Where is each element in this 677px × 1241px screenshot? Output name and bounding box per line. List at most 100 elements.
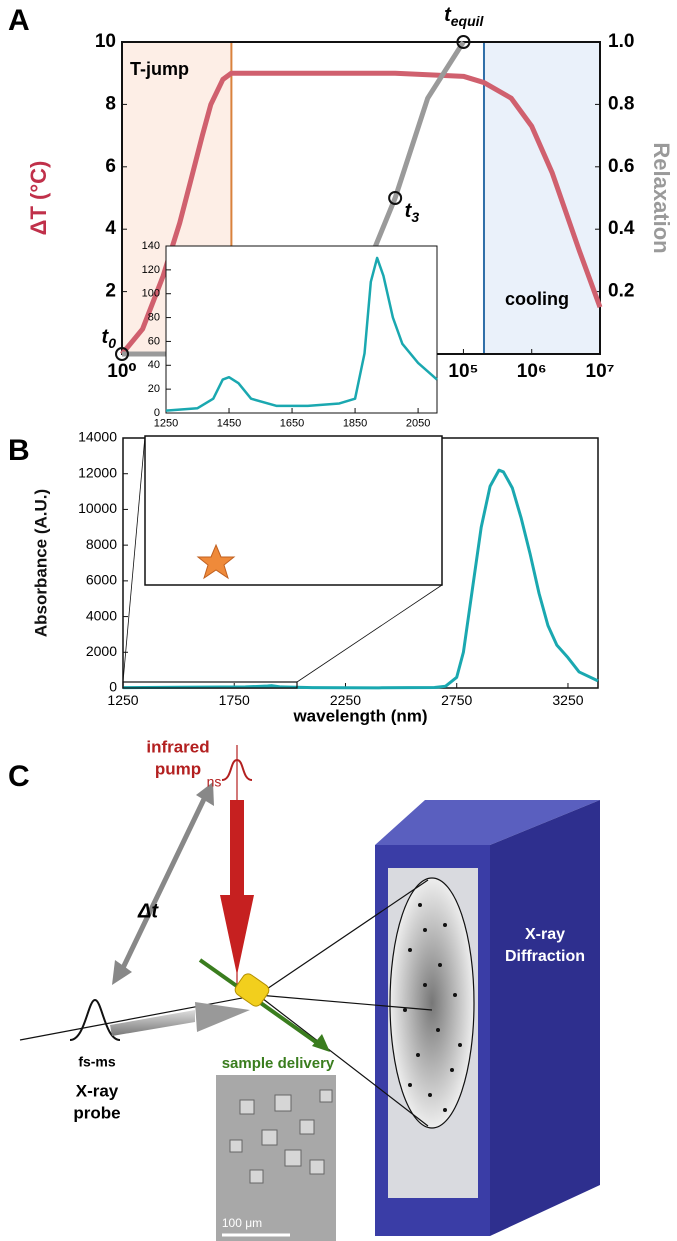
x-tick-label: 10⁵ bbox=[448, 361, 478, 382]
delay-head bbox=[112, 960, 132, 985]
x-tick-label: 10⁷ bbox=[586, 361, 615, 382]
time-point bbox=[456, 35, 471, 49]
scatter-line bbox=[257, 994, 429, 1127]
pump-label: pump bbox=[155, 759, 201, 778]
y-tick-label: 0 bbox=[109, 679, 117, 695]
panel-label: A bbox=[8, 4, 30, 37]
scatter-line bbox=[257, 879, 429, 996]
y-tick-label: 6000 bbox=[86, 572, 117, 588]
xray-arrow bbox=[110, 1010, 195, 1036]
y2-tick-label: 0.2 bbox=[608, 281, 634, 302]
pump-label: infrared bbox=[146, 737, 209, 756]
y-tick-label: 4 bbox=[105, 218, 116, 239]
y2-axis-label: Relaxation bbox=[649, 142, 674, 253]
y-tick-label: 8 bbox=[105, 93, 116, 114]
time-point-name: t bbox=[102, 326, 110, 348]
series-line bbox=[120, 70, 603, 356]
plot-frame bbox=[165, 245, 438, 414]
y-tick-label: 20 bbox=[148, 383, 160, 395]
x-tick-label: 10⁰ bbox=[107, 361, 136, 382]
y-tick-label: 100 bbox=[142, 288, 160, 300]
pump-duration: ns bbox=[207, 774, 222, 790]
delay-arrow bbox=[119, 795, 208, 972]
sample-head bbox=[312, 1034, 330, 1052]
x-tick-label: 1250 bbox=[154, 417, 178, 429]
time-point-sub: equil bbox=[451, 13, 485, 29]
inset-frame bbox=[144, 435, 443, 586]
y-tick-label: 10 bbox=[95, 31, 116, 52]
plot-area bbox=[166, 246, 437, 413]
y-tick-label: 14000 bbox=[78, 429, 117, 445]
probe-pulse bbox=[69, 998, 121, 1041]
sample-jet bbox=[234, 973, 270, 1007]
time-point-sub: 3 bbox=[411, 209, 419, 225]
time-point-label: t3 bbox=[405, 200, 420, 224]
box-side bbox=[490, 800, 600, 1236]
y-tick-label: 60 bbox=[148, 335, 160, 347]
x-tick-label: 1250 bbox=[107, 692, 138, 708]
probe-label: X-ray bbox=[76, 1081, 119, 1100]
probe-label: probe bbox=[73, 1103, 120, 1122]
x-tick-label: 2250 bbox=[330, 692, 361, 708]
ir-pulse bbox=[221, 758, 253, 781]
scatter-line bbox=[257, 994, 433, 1011]
x-tick-label: 1850 bbox=[343, 417, 367, 429]
time-point bbox=[115, 347, 129, 361]
zoom-line bbox=[296, 584, 443, 683]
ir-arrow bbox=[230, 800, 244, 895]
y-tick-label: 120 bbox=[142, 264, 160, 276]
region-label: T-jump bbox=[130, 59, 189, 79]
y-tick-label: 40 bbox=[148, 359, 160, 371]
time-point-sub: 0 bbox=[108, 335, 116, 351]
zoom-line bbox=[122, 435, 146, 683]
y-tick-label: 10000 bbox=[78, 500, 117, 516]
detector-label: Diffraction bbox=[505, 948, 585, 965]
panel-label: C bbox=[8, 760, 30, 793]
y-tick-label: 12000 bbox=[78, 464, 117, 480]
y-axis-label: Absorbance (A.U.) bbox=[31, 489, 50, 637]
y2-tick-label: 0.6 bbox=[608, 156, 634, 177]
y-tick-label: 80 bbox=[148, 311, 160, 323]
x-tick-label: 1650 bbox=[280, 417, 304, 429]
time-point-label: tequil bbox=[444, 4, 484, 28]
zoom-box bbox=[122, 681, 298, 689]
x-tick-label: 1450 bbox=[217, 417, 241, 429]
x-tick-label: 2050 bbox=[406, 417, 430, 429]
sample-label: sample delivery bbox=[222, 1055, 335, 1072]
y-tick-label: 4000 bbox=[86, 607, 117, 623]
y-tick-label: 140 bbox=[142, 240, 160, 252]
time-point-name: t bbox=[405, 200, 413, 222]
ir-arrow-head bbox=[220, 895, 254, 975]
y-tick-label: 0 bbox=[154, 407, 160, 419]
beam-line bbox=[19, 994, 259, 1041]
series-line bbox=[165, 256, 438, 412]
x-axis-label: wavelength (nm) bbox=[292, 706, 427, 725]
diffraction-pattern bbox=[389, 877, 475, 1129]
detector-label: X-ray bbox=[525, 926, 565, 943]
probe-duration: fs-ms bbox=[78, 1054, 116, 1070]
delay-label: Δt bbox=[137, 900, 159, 922]
region-label: cooling bbox=[505, 289, 569, 309]
x-tick-label: 1750 bbox=[219, 692, 250, 708]
diagram: infrared pump ns Δt fs-ms X-ray probe sa… bbox=[19, 737, 600, 1241]
delay-head bbox=[196, 782, 214, 806]
star bbox=[196, 543, 236, 580]
box-top bbox=[375, 800, 600, 845]
y-tick-label: 2 bbox=[105, 281, 116, 302]
panel-label: B bbox=[8, 434, 30, 467]
x-tick-label: 3250 bbox=[552, 692, 583, 708]
y2-tick-label: 0.4 bbox=[608, 218, 635, 239]
y-tick-label: 6 bbox=[105, 156, 116, 177]
y-tick-label: 2000 bbox=[86, 643, 117, 659]
spots bbox=[403, 903, 462, 1112]
y-axis-label: ΔT (°C) bbox=[26, 161, 51, 236]
crystals bbox=[229, 1089, 333, 1184]
y2-tick-label: 0.8 bbox=[608, 93, 634, 114]
x-tick-label: 2750 bbox=[441, 692, 472, 708]
x-tick-label: 10⁶ bbox=[517, 361, 547, 382]
scale-label: 100 μm bbox=[222, 1216, 262, 1230]
series-line bbox=[122, 468, 599, 690]
time-point-label: t0 bbox=[102, 326, 117, 350]
